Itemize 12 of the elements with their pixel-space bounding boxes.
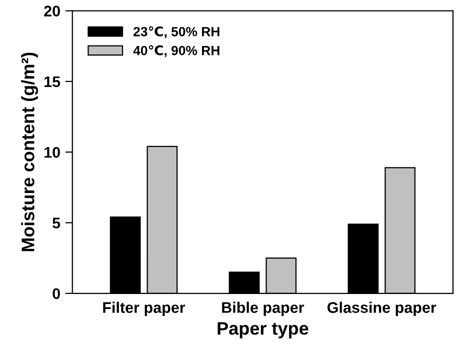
- y-tick-label: 20: [44, 6, 60, 16]
- y-axis-title: Moisture content (g/m²): [21, 52, 38, 252]
- x-tick-label: Glassine paper: [327, 302, 436, 316]
- y-tick-label: 15: [44, 76, 60, 88]
- x-tick-label: Filter paper: [103, 302, 186, 316]
- legend-label: 40℃, 90% RH: [133, 45, 220, 58]
- x-tick-label: Bible paper: [222, 302, 304, 316]
- y-tick-label: 5: [52, 218, 60, 228]
- y-tick-label: 10: [44, 146, 60, 158]
- y-tick-label: 0: [52, 288, 60, 300]
- legend-label: 23℃, 50% RH: [134, 26, 220, 38]
- x-axis-title: Paper type: [218, 322, 308, 338]
